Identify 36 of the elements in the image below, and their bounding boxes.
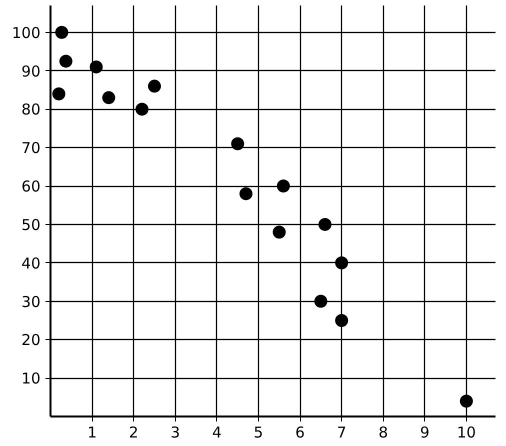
point bbox=[148, 80, 161, 93]
point bbox=[102, 91, 116, 104]
y-tick-label: 80 bbox=[21, 100, 41, 119]
y-tick-label: 30 bbox=[21, 292, 41, 311]
y-tick-label: 60 bbox=[21, 178, 41, 196]
x-tick-label: 1 bbox=[87, 424, 97, 442]
point bbox=[59, 54, 72, 68]
x-tick-label: 10 bbox=[456, 424, 476, 442]
x-tick-label: 4 bbox=[212, 424, 222, 442]
y-tick-label: 10 bbox=[21, 370, 41, 388]
point bbox=[335, 314, 348, 327]
point bbox=[55, 26, 68, 39]
point bbox=[272, 226, 286, 239]
point bbox=[318, 218, 332, 231]
x-tick-label: 2 bbox=[128, 424, 138, 442]
point bbox=[52, 87, 66, 100]
point bbox=[314, 294, 328, 308]
x-tick-label: 6 bbox=[295, 424, 305, 442]
x-tick-label: 7 bbox=[336, 424, 346, 442]
x-tick-label: 5 bbox=[254, 424, 264, 442]
point bbox=[90, 60, 103, 74]
y-tick-label: 50 bbox=[21, 216, 41, 234]
point bbox=[239, 187, 252, 200]
point bbox=[231, 137, 244, 150]
point bbox=[276, 180, 290, 193]
y-tick-label: 20 bbox=[21, 331, 41, 350]
point bbox=[135, 102, 148, 116]
x-tick-label: 9 bbox=[420, 424, 430, 442]
x-tick-label: 3 bbox=[170, 424, 180, 442]
y-tick-label: 100 bbox=[12, 24, 41, 42]
point bbox=[335, 256, 348, 270]
y-tick-label: 70 bbox=[21, 139, 41, 158]
x-tick-label: 8 bbox=[378, 424, 388, 442]
y-tick-label: 90 bbox=[21, 62, 41, 80]
point bbox=[460, 394, 473, 408]
y-tick-label: 40 bbox=[21, 254, 41, 272]
